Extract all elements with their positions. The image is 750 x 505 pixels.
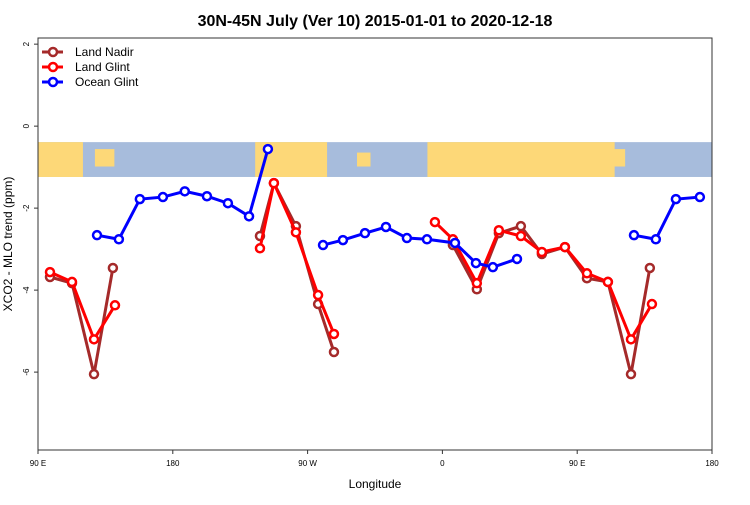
ocean-glint-point xyxy=(337,234,349,246)
land-glint-point xyxy=(559,241,571,253)
x-tick-label: 180 xyxy=(705,459,719,468)
legend-marker-land-glint xyxy=(47,61,59,73)
ocean-glint-line xyxy=(633,195,700,241)
ocean-glint-point xyxy=(179,186,191,197)
ocean-glint-point xyxy=(380,221,392,233)
land-glint-point xyxy=(109,300,121,311)
land-glint-point xyxy=(268,177,280,189)
ocean-glint-point xyxy=(157,191,169,203)
ocean-glint-point xyxy=(222,197,234,209)
land-glint-line xyxy=(258,178,336,335)
x-tick-label: 90 E xyxy=(569,459,585,468)
ocean-glint-point xyxy=(470,257,482,269)
x-tick-label: 90 E xyxy=(30,459,46,468)
ocean-glint-point xyxy=(359,227,371,239)
land-glint-point xyxy=(602,276,614,288)
land-glint-point xyxy=(312,289,324,301)
ocean-glint-point xyxy=(401,232,413,244)
series-group xyxy=(44,143,706,380)
y-tick-label: 2 xyxy=(22,41,31,46)
y-tick-label: -6 xyxy=(22,368,31,376)
x-tick-label: 0 xyxy=(440,459,445,468)
y-tick-label: 0 xyxy=(22,123,31,128)
land-glint-point xyxy=(254,243,266,254)
ocean-glint-point xyxy=(487,261,499,273)
map-land-detail xyxy=(604,149,626,167)
chart-title: 30N-45N July (Ver 10) 2015-01-01 to 2020… xyxy=(198,13,553,30)
map-land xyxy=(38,142,83,177)
land-glint-point xyxy=(536,246,548,258)
axis-ticks: 90 E 180 90 W 0 90 E 180 2 0 -2 -4 -6 xyxy=(22,41,719,468)
ocean-glint-point xyxy=(201,190,213,202)
legend-label-land-glint: Land Glint xyxy=(75,60,130,74)
land-glint-point xyxy=(66,276,78,288)
land-glint-point xyxy=(646,298,658,310)
y-tick-label: -2 xyxy=(22,204,31,212)
map-land xyxy=(427,142,615,177)
map-land-detail xyxy=(94,149,115,167)
land-nadir-point xyxy=(328,346,340,358)
ocean-glint-point xyxy=(317,239,329,251)
ocean-glint-point xyxy=(243,211,255,222)
x-tick-label: 180 xyxy=(166,459,180,468)
ocean-glint-point xyxy=(113,234,125,245)
plot-frame xyxy=(37,37,713,451)
land-glint-point xyxy=(625,334,637,345)
legend-label-ocean-glint: Ocean Glint xyxy=(75,75,139,89)
y-axis-label: XCO2 - MLO trend (ppm) xyxy=(1,177,15,312)
land-nadir-point xyxy=(88,368,100,380)
land-nadir-line xyxy=(258,178,336,353)
ocean-glint-point xyxy=(694,191,706,203)
land-nadir-point xyxy=(644,262,656,274)
legend-label-land-nadir: Land Nadir xyxy=(75,45,134,59)
ocean-glint-point xyxy=(650,234,662,245)
ocean-glint-point xyxy=(262,143,274,155)
land-glint-point xyxy=(581,268,593,279)
ocean-glint-point xyxy=(511,253,523,265)
land-nadir-point xyxy=(515,220,527,232)
land-glint-point xyxy=(429,216,441,228)
ocean-glint-line xyxy=(322,225,518,269)
ocean-glint-point xyxy=(134,193,146,205)
land-glint-point xyxy=(328,328,340,340)
land-glint-point xyxy=(515,230,527,242)
land-nadir-line xyxy=(49,267,115,375)
ocean-glint-point xyxy=(670,193,682,205)
land-nadir-line xyxy=(451,224,652,375)
land-glint-point xyxy=(471,277,483,289)
land-glint-point xyxy=(88,334,100,345)
ocean-glint-point xyxy=(421,234,433,245)
land-glint-point xyxy=(493,225,505,236)
map-land-detail xyxy=(460,159,503,177)
world-map-strip xyxy=(38,142,712,177)
ocean-glint-point xyxy=(91,229,103,241)
land-glint-line xyxy=(49,270,117,343)
land-nadir-point xyxy=(625,368,637,380)
ocean-glint-point xyxy=(449,237,461,249)
x-axis-label: Longitude xyxy=(349,477,402,491)
land-glint-point xyxy=(290,227,302,238)
land-nadir-point xyxy=(107,262,119,274)
legend-marker-land-nadir xyxy=(47,46,59,58)
ocean-glint-point xyxy=(628,229,640,241)
land-glint-point xyxy=(44,266,56,278)
legend-marker-ocean-glint xyxy=(47,76,59,88)
y-tick-label: -4 xyxy=(22,286,31,294)
x-tick-label: 90 W xyxy=(298,459,317,468)
map-land-detail xyxy=(357,152,371,167)
